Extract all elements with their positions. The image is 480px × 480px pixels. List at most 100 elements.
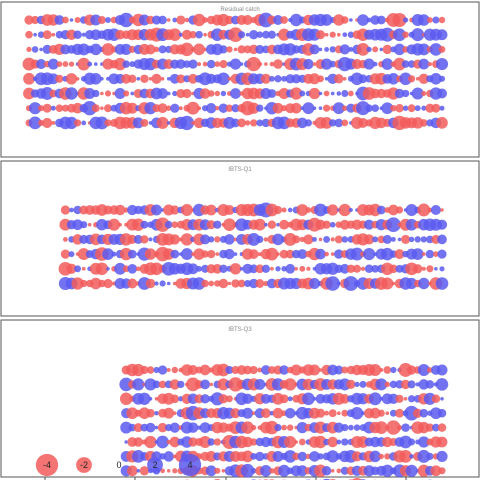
negative-residual-bubble bbox=[336, 468, 342, 474]
positive-residual-bubble bbox=[206, 59, 216, 69]
positive-residual-bubble bbox=[33, 32, 37, 37]
positive-residual-bubble bbox=[401, 89, 410, 98]
negative-residual-bubble bbox=[126, 465, 138, 477]
positive-residual-bubble bbox=[144, 378, 157, 391]
positive-residual-bubble bbox=[231, 118, 240, 128]
negative-residual-bubble bbox=[436, 436, 448, 448]
positive-residual-bubble bbox=[334, 249, 344, 259]
negative-residual-bubble bbox=[320, 117, 333, 129]
negative-residual-bubble bbox=[51, 32, 56, 37]
positive-residual-bubble bbox=[297, 249, 308, 260]
negative-residual-bubble bbox=[351, 59, 363, 70]
negative-residual-bubble bbox=[145, 44, 156, 55]
negative-residual-bubble bbox=[318, 237, 323, 242]
bubble-layer bbox=[119, 363, 449, 480]
positive-residual-bubble bbox=[302, 392, 315, 406]
positive-residual-bubble bbox=[269, 75, 275, 82]
positive-residual-bubble bbox=[156, 435, 169, 449]
positive-residual-bubble bbox=[105, 17, 111, 23]
positive-residual-bubble bbox=[405, 464, 418, 477]
positive-residual-bubble bbox=[296, 421, 308, 434]
negative-residual-bubble bbox=[74, 119, 82, 127]
positive-residual-bubble bbox=[303, 58, 314, 70]
positive-residual-bubble bbox=[154, 410, 159, 416]
positive-residual-bubble bbox=[87, 61, 93, 67]
positive-residual-bubble bbox=[144, 102, 157, 115]
positive-residual-bubble bbox=[36, 59, 47, 70]
positive-residual-bubble bbox=[376, 15, 386, 25]
negative-residual-bubble bbox=[427, 61, 433, 67]
negative-residual-bubble bbox=[215, 252, 220, 256]
negative-residual-bubble bbox=[312, 62, 317, 66]
negative-residual-bubble bbox=[324, 251, 329, 257]
positive-residual-bubble bbox=[326, 450, 339, 463]
negative-residual-bubble bbox=[103, 104, 113, 113]
positive-residual-bubble bbox=[39, 47, 43, 52]
negative-residual-bubble bbox=[160, 468, 165, 474]
negative-residual-bubble bbox=[440, 208, 444, 212]
negative-residual-bubble bbox=[279, 219, 290, 230]
negative-residual-bubble bbox=[430, 465, 442, 477]
positive-residual-bubble bbox=[425, 249, 435, 259]
negative-residual-bubble bbox=[74, 17, 81, 23]
positive-residual-bubble bbox=[127, 249, 137, 259]
positive-residual-bubble bbox=[397, 237, 402, 242]
negative-residual-bubble bbox=[341, 16, 349, 24]
negative-residual-bubble bbox=[241, 450, 254, 463]
positive-residual-bubble bbox=[334, 365, 344, 375]
positive-residual-bubble bbox=[261, 264, 271, 273]
negative-residual-bubble bbox=[169, 436, 181, 448]
negative-residual-bubble bbox=[208, 280, 215, 287]
positive-residual-bubble bbox=[267, 89, 277, 98]
negative-residual-bubble bbox=[281, 424, 287, 431]
positive-residual-bubble bbox=[200, 379, 211, 390]
negative-residual-bubble bbox=[150, 262, 163, 276]
positive-residual-bubble bbox=[245, 32, 250, 37]
negative-residual-bubble bbox=[421, 266, 426, 271]
negative-residual-bubble bbox=[265, 247, 279, 261]
negative-residual-bubble bbox=[360, 266, 366, 271]
positive-residual-bubble bbox=[337, 281, 341, 286]
negative-residual-bubble bbox=[315, 30, 326, 40]
negative-residual-bubble bbox=[334, 74, 344, 84]
panel-frame bbox=[0, 160, 480, 317]
positive-residual-bubble bbox=[430, 204, 441, 216]
negative-residual-bubble bbox=[98, 279, 106, 288]
negative-residual-bubble bbox=[61, 16, 69, 24]
negative-residual-bubble bbox=[81, 266, 86, 271]
positive-residual-bubble bbox=[341, 236, 349, 243]
positive-residual-bubble bbox=[414, 105, 421, 112]
negative-residual-bubble bbox=[342, 105, 348, 111]
negative-residual-bubble bbox=[290, 87, 303, 100]
positive-residual-bubble bbox=[394, 88, 405, 99]
positive-residual-bubble bbox=[106, 267, 110, 271]
negative-residual-bubble bbox=[71, 277, 84, 290]
positive-residual-bubble bbox=[419, 408, 429, 418]
positive-residual-bubble bbox=[302, 102, 315, 115]
negative-residual-bubble bbox=[75, 77, 80, 81]
negative-residual-bubble bbox=[97, 15, 106, 25]
negative-residual-bubble bbox=[402, 31, 409, 38]
negative-residual-bubble bbox=[328, 409, 337, 418]
positive-residual-bubble bbox=[133, 234, 143, 244]
negative-residual-bubble bbox=[186, 377, 200, 392]
negative-residual-bubble bbox=[203, 32, 207, 37]
positive-residual-bubble bbox=[366, 46, 372, 53]
negative-residual-bubble bbox=[438, 16, 446, 24]
positive-residual-bubble bbox=[380, 27, 395, 42]
negative-residual-bubble bbox=[55, 74, 64, 83]
negative-residual-bubble bbox=[377, 409, 385, 417]
positive-residual-bubble bbox=[430, 73, 442, 85]
positive-residual-bubble bbox=[242, 407, 254, 419]
negative-residual-bubble bbox=[265, 203, 279, 217]
negative-residual-bubble bbox=[343, 77, 347, 81]
positive-residual-bubble bbox=[225, 365, 234, 375]
positive-residual-bubble bbox=[205, 465, 217, 477]
positive-residual-bubble bbox=[439, 266, 445, 272]
negative-residual-bubble bbox=[229, 263, 242, 275]
positive-residual-bubble bbox=[386, 217, 401, 233]
positive-residual-bubble bbox=[366, 17, 372, 23]
negative-residual-bubble bbox=[393, 57, 406, 71]
negative-residual-bubble bbox=[265, 420, 279, 435]
negative-residual-bubble bbox=[24, 15, 34, 25]
